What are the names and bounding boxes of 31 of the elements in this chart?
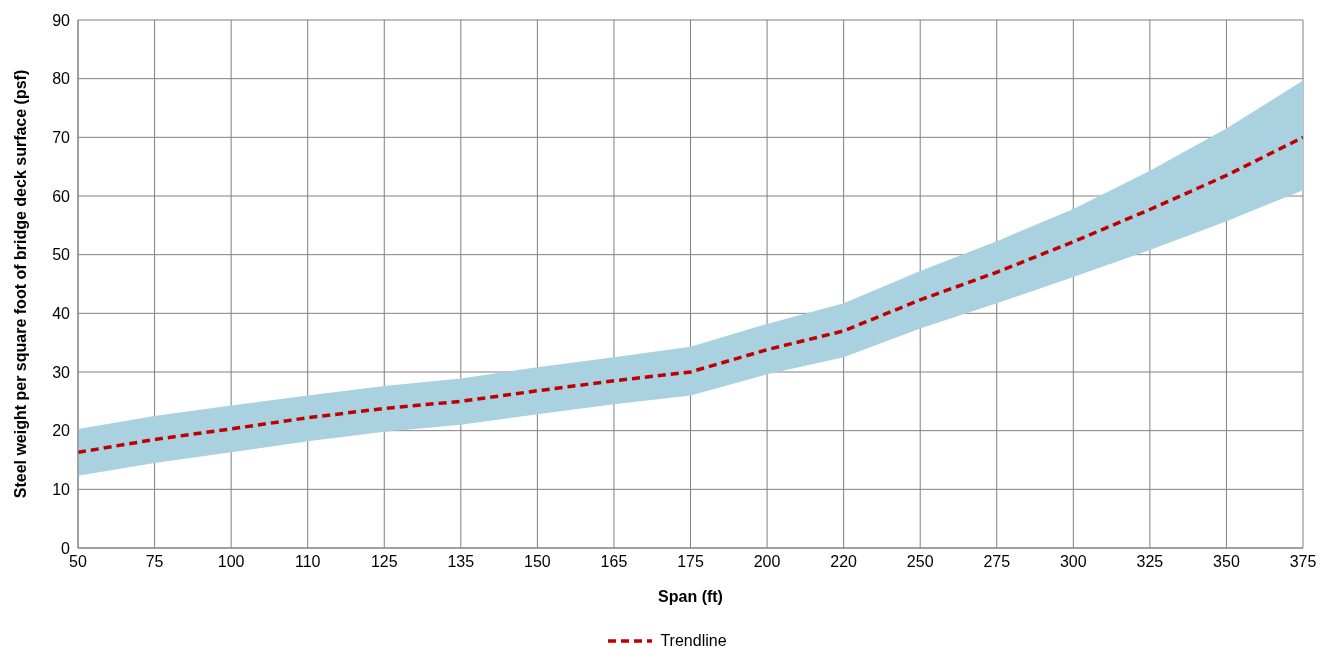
x-tick-label: 250 xyxy=(906,553,934,571)
x-tick-label: 300 xyxy=(1059,553,1087,571)
x-tick-label: 375 xyxy=(1289,553,1317,571)
x-tick-label: 75 xyxy=(145,553,164,571)
y-tick-label: 10 xyxy=(52,481,71,499)
x-tick-label: 165 xyxy=(600,553,628,571)
y-tick-label: 30 xyxy=(52,363,71,381)
x-tick-label: 150 xyxy=(524,553,551,571)
x-tick-label: 135 xyxy=(447,553,475,571)
y-tick-label: 20 xyxy=(52,422,71,440)
y-tick-label: 40 xyxy=(52,305,71,323)
x-tick-label: 350 xyxy=(1213,553,1240,571)
y-tick-label: 60 xyxy=(52,187,71,205)
x-tick-label: 100 xyxy=(217,553,245,571)
y-tick-label: 90 xyxy=(52,11,71,29)
x-tick-label: 175 xyxy=(677,553,704,571)
y-tick-label: 0 xyxy=(61,539,71,557)
x-tick-label: 110 xyxy=(294,553,321,571)
y-axis-title: Steel weight per square foot of bridge deck surface (psf) xyxy=(11,69,29,499)
x-tick-label: 50 xyxy=(69,553,87,571)
y-tick-label: 80 xyxy=(52,70,71,88)
x-tick-label: 275 xyxy=(983,553,1011,571)
x-tick-label: 200 xyxy=(753,553,781,571)
y-tick-label: 70 xyxy=(52,129,71,147)
x-tick-label: 325 xyxy=(1136,553,1164,571)
x-tick-label: 220 xyxy=(830,553,858,571)
legend-label: Trendline xyxy=(660,632,727,650)
line-series xyxy=(78,135,1303,455)
x-tick-label: 125 xyxy=(370,553,398,571)
x-axis-title: Span (ft) xyxy=(658,588,723,605)
y-tick-label: 50 xyxy=(52,246,71,264)
